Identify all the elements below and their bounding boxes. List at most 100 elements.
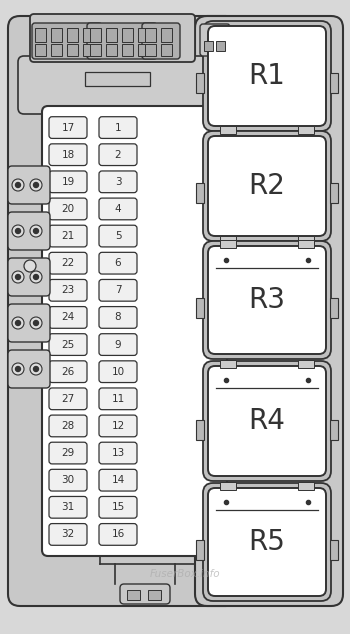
FancyBboxPatch shape	[49, 415, 87, 437]
FancyBboxPatch shape	[49, 280, 87, 301]
Text: 30: 30	[62, 476, 75, 485]
Bar	[196, 183, 204, 203]
FancyBboxPatch shape	[49, 496, 87, 518]
Circle shape	[12, 225, 24, 237]
Text: 22: 22	[61, 258, 75, 268]
Bar	[220, 482, 236, 490]
Text: 3: 3	[115, 177, 121, 187]
Bar	[148, 590, 161, 600]
Text: 20: 20	[62, 204, 75, 214]
FancyBboxPatch shape	[200, 24, 230, 56]
Bar	[67, 44, 78, 56]
FancyBboxPatch shape	[8, 212, 50, 250]
FancyBboxPatch shape	[42, 106, 227, 556]
Bar	[298, 126, 314, 134]
FancyBboxPatch shape	[99, 280, 137, 301]
FancyBboxPatch shape	[120, 584, 170, 604]
FancyBboxPatch shape	[49, 524, 87, 545]
Bar	[106, 44, 117, 56]
FancyBboxPatch shape	[99, 144, 137, 165]
FancyBboxPatch shape	[99, 469, 137, 491]
Bar	[122, 44, 133, 56]
Circle shape	[12, 317, 24, 329]
FancyBboxPatch shape	[18, 56, 233, 114]
Bar	[138, 28, 149, 42]
FancyBboxPatch shape	[87, 23, 157, 59]
Circle shape	[30, 271, 42, 283]
Bar	[220, 126, 236, 134]
Text: 12: 12	[111, 421, 125, 431]
Bar	[330, 540, 338, 560]
Circle shape	[34, 321, 38, 325]
Text: 15: 15	[111, 502, 125, 512]
Bar	[298, 482, 314, 490]
Text: 32: 32	[61, 529, 75, 540]
Bar	[196, 420, 204, 440]
FancyBboxPatch shape	[49, 307, 87, 328]
Circle shape	[12, 363, 24, 375]
Bar	[90, 44, 101, 56]
Circle shape	[24, 260, 36, 272]
Bar	[204, 41, 213, 51]
Text: 10: 10	[111, 366, 125, 377]
Circle shape	[15, 275, 21, 280]
FancyBboxPatch shape	[49, 252, 87, 274]
Bar	[122, 28, 133, 42]
Bar	[330, 420, 338, 440]
Text: 17: 17	[61, 122, 75, 133]
FancyBboxPatch shape	[99, 442, 137, 464]
Bar	[161, 28, 172, 42]
FancyBboxPatch shape	[49, 388, 87, 410]
Circle shape	[15, 183, 21, 188]
FancyBboxPatch shape	[208, 136, 326, 236]
Bar	[220, 236, 236, 244]
Bar	[161, 44, 172, 56]
FancyBboxPatch shape	[203, 241, 331, 359]
Bar	[330, 73, 338, 93]
Bar	[145, 44, 156, 56]
FancyBboxPatch shape	[195, 16, 343, 606]
Text: R1: R1	[248, 62, 286, 90]
Circle shape	[15, 228, 21, 233]
Circle shape	[34, 366, 38, 372]
Text: R4: R4	[248, 407, 286, 435]
Text: 23: 23	[61, 285, 75, 295]
FancyBboxPatch shape	[8, 16, 238, 606]
FancyBboxPatch shape	[99, 496, 137, 518]
Text: 28: 28	[61, 421, 75, 431]
FancyBboxPatch shape	[8, 350, 50, 388]
FancyBboxPatch shape	[99, 198, 137, 220]
FancyBboxPatch shape	[99, 225, 137, 247]
Bar	[90, 28, 101, 42]
Circle shape	[30, 179, 42, 191]
Circle shape	[34, 275, 38, 280]
FancyBboxPatch shape	[49, 171, 87, 193]
Circle shape	[15, 321, 21, 325]
Bar	[216, 41, 225, 51]
FancyBboxPatch shape	[99, 333, 137, 356]
FancyBboxPatch shape	[49, 117, 87, 138]
FancyBboxPatch shape	[99, 171, 137, 193]
Bar	[220, 240, 236, 248]
Bar	[138, 44, 149, 56]
FancyBboxPatch shape	[8, 166, 50, 204]
Text: 25: 25	[61, 340, 75, 349]
FancyBboxPatch shape	[8, 258, 50, 296]
FancyBboxPatch shape	[8, 304, 50, 342]
Bar	[330, 183, 338, 203]
Bar	[298, 240, 314, 248]
Text: 9: 9	[115, 340, 121, 349]
FancyBboxPatch shape	[32, 23, 102, 59]
Circle shape	[34, 183, 38, 188]
FancyBboxPatch shape	[99, 307, 137, 328]
FancyBboxPatch shape	[99, 388, 137, 410]
Text: 13: 13	[111, 448, 125, 458]
Bar	[35, 44, 46, 56]
Text: 16: 16	[111, 529, 125, 540]
FancyBboxPatch shape	[99, 524, 137, 545]
Bar	[106, 28, 117, 42]
FancyBboxPatch shape	[49, 225, 87, 247]
FancyBboxPatch shape	[203, 21, 331, 131]
Bar	[145, 28, 156, 42]
Bar	[83, 28, 94, 42]
